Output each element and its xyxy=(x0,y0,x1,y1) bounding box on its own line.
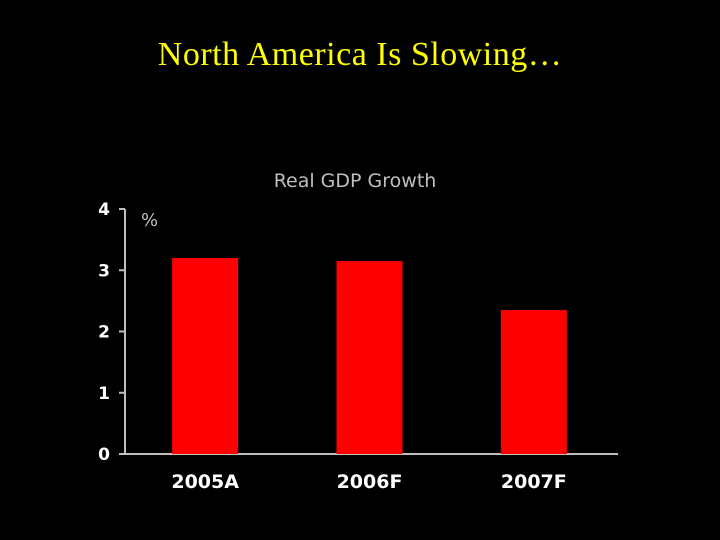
bar-2007f xyxy=(500,310,567,454)
y-tick-label: 2 xyxy=(98,323,110,343)
y-axis: 0 1 2 3 4 xyxy=(98,200,126,465)
y-tick-label: 3 xyxy=(98,261,110,281)
bar-2006f xyxy=(336,261,403,454)
chart-title: Real GDP Growth xyxy=(274,170,437,192)
x-tick-label: 2007F xyxy=(501,471,567,493)
bar-2005a xyxy=(172,258,239,454)
y-tick-label: 0 xyxy=(98,445,110,465)
x-tick-label: 2006F xyxy=(337,471,403,493)
x-axis: 2005A 2006F 2007F xyxy=(125,453,618,493)
y-tick-label: 1 xyxy=(98,384,110,404)
y-unit-label: % xyxy=(141,210,158,231)
y-tick-label: 4 xyxy=(98,200,110,220)
bars xyxy=(172,258,567,454)
x-tick-label: 2005A xyxy=(171,471,239,493)
slide-title: North America Is Slowing… xyxy=(157,36,563,73)
